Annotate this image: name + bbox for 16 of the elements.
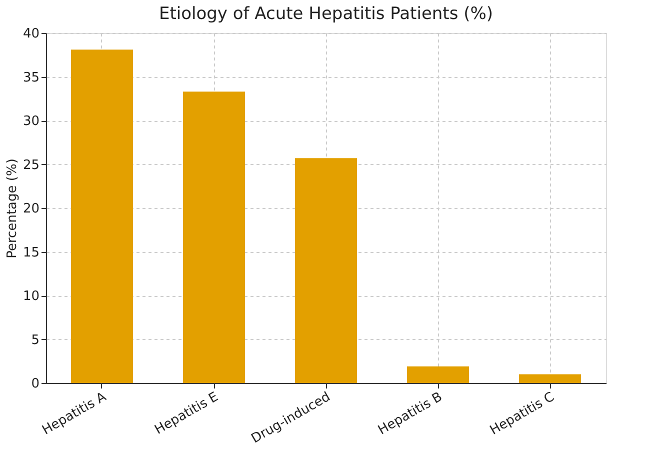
y-tick-label: 35 — [22, 70, 40, 86]
y-tick-label: 5 — [31, 332, 40, 348]
y-tick-label: 20 — [22, 202, 40, 216]
bar — [407, 366, 469, 383]
y-tick-label: 25 — [22, 158, 40, 173]
bar — [295, 158, 357, 383]
bar — [183, 92, 245, 383]
y-axis-title: Percentage (%) — [4, 158, 20, 258]
y-tick-label: 40 — [22, 26, 40, 42]
bar — [71, 50, 133, 383]
bar — [519, 374, 581, 383]
y-tick-label: 15 — [22, 245, 40, 260]
y-tick-label: 0 — [31, 376, 40, 392]
chart-title: Etiology of Acute Hepatitis Patients (%) — [158, 4, 494, 24]
y-tick-label: 10 — [22, 289, 40, 304]
y-tick-label: 30 — [22, 114, 40, 129]
